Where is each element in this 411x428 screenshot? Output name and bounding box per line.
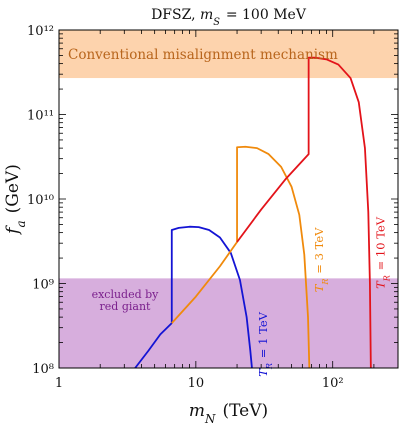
curve-label-t-r-1-tev: TR = 1 TeV <box>256 311 274 376</box>
x-axis-label: mN (TeV) <box>189 401 268 426</box>
curves <box>134 56 372 368</box>
region-label-red-giant-line: red giant <box>100 300 152 313</box>
y-axis-label: fa (GeV) <box>3 164 28 236</box>
series-t-r-10-tev <box>236 56 372 368</box>
annotations: Conventional misalignment mechanism exclu… <box>68 47 391 377</box>
series-t-r-1-tev <box>134 225 253 368</box>
series-t-r-3-tev <box>171 145 311 368</box>
chart-title: DFSZ, mS = 100 MeV <box>151 7 307 28</box>
region-label-misalignment: Conventional misalignment mechanism <box>68 47 338 63</box>
y-tick-label: 10⁹ <box>32 278 54 293</box>
x-tick-label: 1 <box>55 376 63 391</box>
y-tick-label: 10⁸ <box>32 362 54 377</box>
x-tick-label: 10² <box>322 376 344 391</box>
shaded-regions <box>59 30 398 368</box>
curve-label-t-r-10-tev: TR = 10 TeV <box>374 216 392 289</box>
x-tick-label: 10 <box>188 376 205 391</box>
axis-labels: 1 10 10² 10⁸ 10⁹ 10¹⁰ 10¹¹ 10¹² DFSZ, mS = 100 M… <box>3 7 344 426</box>
y-tick-label: 10¹² <box>27 24 54 39</box>
axis-ticks <box>58 30 399 369</box>
region-label-red-giant-line: excluded by <box>92 288 160 301</box>
y-tick-label: 10¹⁰ <box>27 193 54 208</box>
region-red-giant <box>59 278 398 368</box>
y-tick-label: 10¹¹ <box>27 109 54 124</box>
curve-label-t-r-3-tev: TR = 3 TeV <box>312 227 330 292</box>
region-misalignment <box>59 30 398 79</box>
